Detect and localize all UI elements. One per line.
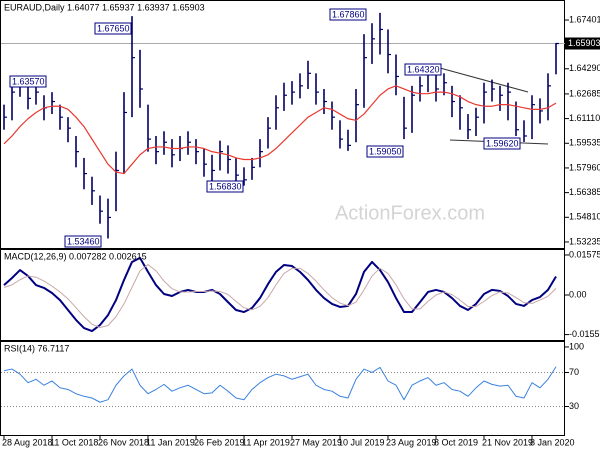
y-tick-label: 0.01575 [569,249,600,259]
last-value-box: 1.65903 [565,37,600,50]
y-tick-label: 1.59535 [569,138,600,148]
y-tick-label: 1.64290 [569,63,600,73]
panel-title: EURAUD,Daily 1.64077 1.65937 1.63937 1.6… [4,2,205,12]
x-tick-label: 11 Apr 2019 [242,437,290,447]
annotation-box [64,235,102,248]
y-tick-label: 1.61110 [569,113,600,123]
trend-line [439,67,529,93]
annotation-box [329,8,367,21]
y-tick-label: 1.67401 [569,14,600,24]
y-tick-label: 30 [569,401,579,411]
x-tick-label: 8 Jan 2020 [530,437,575,447]
x-tick-label: 21 Nov 2019 [482,437,533,447]
series-line [3,85,557,175]
panel-frame [0,249,565,341]
y-tick-label: 1.62685 [569,88,600,98]
annotation-box [206,180,244,193]
x-tick-label: 26 Nov 2018 [98,437,149,447]
panel-frame [0,341,565,436]
y-tick-label: -0.015568 [569,329,600,339]
series-line [3,264,557,329]
y-tick-label: 100 [569,341,584,351]
x-tick-label: 26 Feb 2019 [194,437,245,447]
annotation-label: 1.67650 [97,23,130,33]
annotation-label: 1.63570 [12,76,45,86]
x-tick-label: 10 Jul 2019 [338,437,385,447]
series-line [3,256,557,333]
x-tick-label: 23 Aug 2019 [386,437,437,447]
y-tick-label: 70 [569,367,579,377]
y-tick-label: 1.56385 [569,187,600,197]
x-tick-label: 28 Aug 2018 [2,437,53,447]
annotation-box [404,63,442,76]
annotation-box [9,75,47,88]
annotation-label: 1.64320 [407,64,440,74]
y-tick-label: 1.53235 [569,236,600,246]
annotation-box [483,137,521,150]
x-tick-label: 11 Oct 2018 [50,437,98,447]
panel-frame [0,0,565,249]
y-tick-label: 1.57960 [569,162,600,172]
last-value-bg [565,37,600,50]
annotation-label: 1.56830 [209,181,242,191]
annotation-label: 1.59620 [486,138,519,148]
y-tick-label: 0.00 [569,289,587,299]
annotation-label: 1.59050 [369,146,402,156]
series-line [3,366,557,403]
x-tick-label: 8 Oct 2019 [434,437,478,447]
x-tick-label: 27 May 2019 [290,437,342,447]
watermark: ActionForex.com [335,202,485,224]
annotation-label: 1.53460 [67,236,100,246]
panel-title: MACD(12,26,9) 0.007282 0.002615 [4,251,147,261]
last-value-label: 1.65903 [568,38,600,48]
y-tick-label: 1.54810 [569,212,600,222]
x-tick-label: 11 Jan 2019 [146,437,195,447]
annotation-box [366,145,404,158]
annotation-label: 1.67860 [332,9,365,19]
panel-title: RSI(14) 76.7117 [4,343,69,353]
annotation-box [94,22,132,35]
